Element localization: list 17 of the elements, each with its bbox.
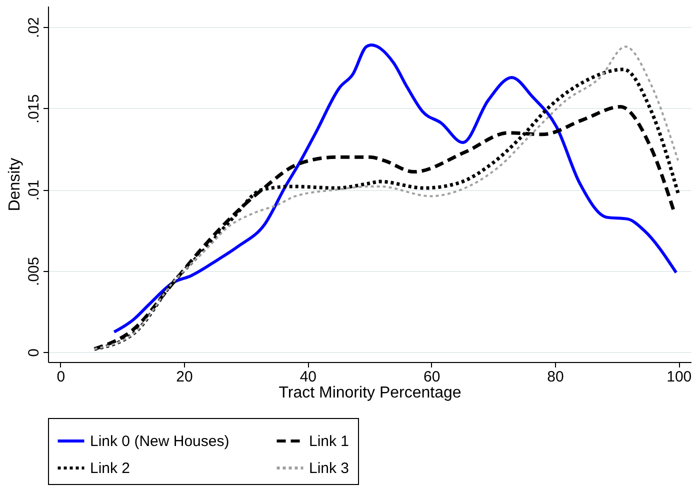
x-tick-label: 60	[423, 368, 440, 386]
x-tick-label: 20	[176, 368, 193, 386]
y-tick-label: .015	[26, 94, 42, 124]
x-tick-label: 40	[300, 368, 317, 386]
x-tick-label: 80	[547, 368, 564, 386]
y-tick-label: .02	[26, 17, 42, 38]
legend-label: Link 3	[309, 460, 350, 477]
y-tick-label: .01	[26, 180, 42, 201]
x-axis-title: Tract Minority Percentage	[278, 384, 462, 402]
y-tick-label: 0	[26, 348, 42, 357]
x-tick-label: 100	[666, 368, 692, 386]
legend-label: Link 2	[90, 460, 130, 477]
y-axis-title: Density	[6, 158, 24, 212]
x-tick-label: 0	[56, 368, 66, 386]
legend-label: Link 1	[309, 433, 350, 450]
legend-label: Link 0 (New Houses)	[90, 433, 230, 450]
y-tick-label: .005	[26, 256, 42, 286]
